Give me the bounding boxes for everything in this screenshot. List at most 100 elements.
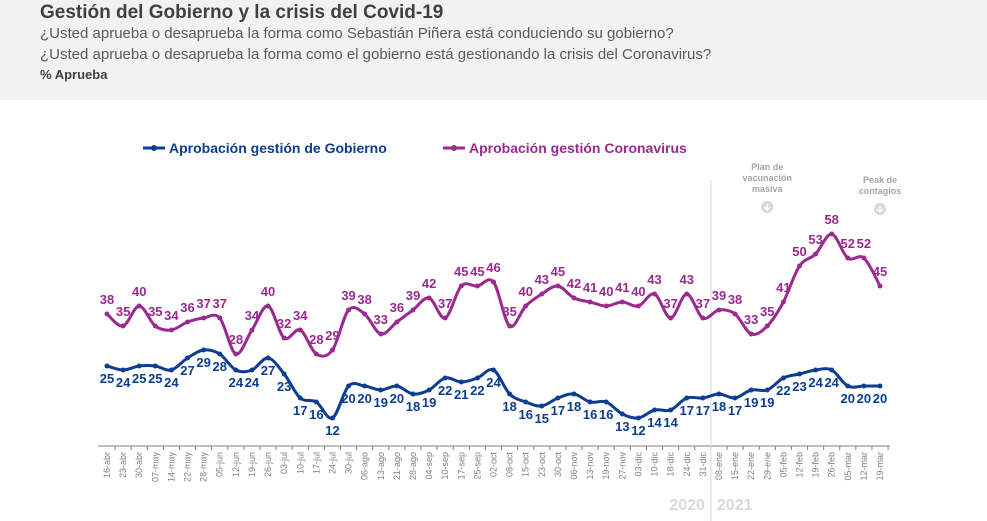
data-point xyxy=(281,335,287,341)
data-point xyxy=(652,407,658,413)
data-label: 45 xyxy=(454,264,468,279)
data-point xyxy=(877,383,883,389)
data-point xyxy=(813,367,819,373)
data-point xyxy=(217,315,223,321)
data-point xyxy=(619,299,625,305)
data-point xyxy=(201,347,207,353)
data-point xyxy=(346,383,352,389)
data-label: 41 xyxy=(583,280,597,295)
data-label: 14 xyxy=(647,415,662,430)
data-label: 18 xyxy=(567,399,581,414)
data-label: 24 xyxy=(808,375,823,390)
data-point xyxy=(394,319,400,325)
data-point xyxy=(845,255,851,261)
data-label: 12 xyxy=(325,423,339,438)
data-label: 40 xyxy=(261,284,275,299)
arrow-down-glyph xyxy=(763,204,771,212)
data-label: 39 xyxy=(341,288,355,303)
data-label: 41 xyxy=(615,280,629,295)
data-label: 40 xyxy=(518,284,532,299)
data-label: 37 xyxy=(438,296,452,311)
data-point xyxy=(507,391,513,397)
x-tick-label: 03-jul xyxy=(279,452,289,474)
data-label: 46 xyxy=(486,260,500,275)
x-tick-label: 19-feb xyxy=(811,452,821,478)
x-tick-label: 28-may xyxy=(199,452,209,483)
x-tick-label: 07-may xyxy=(150,452,160,483)
data-point xyxy=(829,231,835,237)
data-label: 24 xyxy=(164,375,179,390)
data-point xyxy=(297,327,303,333)
x-tick-label: 08-oct xyxy=(505,452,515,478)
chart-title: Gestión del Gobierno y la crisis del Cov… xyxy=(40,2,444,23)
data-point xyxy=(748,387,754,393)
data-label: 45 xyxy=(470,264,484,279)
x-tick-label: 28-ago xyxy=(408,452,418,480)
data-point xyxy=(458,379,464,385)
data-label: 19 xyxy=(744,395,758,410)
data-point xyxy=(587,399,593,405)
data-point xyxy=(732,311,738,317)
data-point xyxy=(764,387,770,393)
data-label: 21 xyxy=(454,387,468,402)
data-label: 17 xyxy=(293,403,307,418)
x-tick-label: 24-jul xyxy=(327,452,337,474)
data-label: 38 xyxy=(728,292,742,307)
x-tick-label: 17-sep xyxy=(456,452,466,480)
data-label: 20 xyxy=(390,391,404,406)
data-point xyxy=(136,363,142,369)
x-tick-label: 15-ene xyxy=(730,452,740,480)
data-label: 27 xyxy=(261,363,275,378)
x-tick-label: 05-jun xyxy=(215,452,225,477)
data-point xyxy=(474,283,480,289)
data-point xyxy=(104,311,110,317)
x-tick-label: 22-ene xyxy=(746,452,756,480)
x-tick-label: 13-ago xyxy=(376,452,386,480)
data-label: 58 xyxy=(824,212,838,227)
data-label: 33 xyxy=(374,312,388,327)
data-label: 13 xyxy=(615,419,629,434)
x-tick-label: 19-jun xyxy=(247,452,257,477)
data-label: 24 xyxy=(824,375,839,390)
data-point xyxy=(217,351,223,357)
data-label: 43 xyxy=(680,272,694,287)
data-label: 25 xyxy=(132,371,146,386)
data-label: 29 xyxy=(325,328,339,343)
data-label: 35 xyxy=(502,304,516,319)
arrow-down-glyph xyxy=(876,206,884,214)
data-point xyxy=(845,383,851,389)
x-tick-label: 02-oct xyxy=(489,452,499,478)
data-point xyxy=(136,303,142,309)
annotation-text: Peak de contagios xyxy=(859,175,902,196)
x-tick-label: 30-oct xyxy=(553,452,563,478)
data-label: 24 xyxy=(229,375,244,390)
data-point xyxy=(458,283,464,289)
data-point xyxy=(780,375,786,381)
data-point xyxy=(120,323,126,329)
data-label: 16 xyxy=(518,407,532,422)
data-label: 53 xyxy=(808,232,822,247)
data-label: 22 xyxy=(438,383,452,398)
x-tick-label: 10-dic xyxy=(650,452,660,477)
data-point xyxy=(281,371,287,377)
unit-label: % Aprueba xyxy=(40,67,108,82)
data-label: 22 xyxy=(470,383,484,398)
data-label: 40 xyxy=(631,284,645,299)
data-point xyxy=(700,315,706,321)
data-label: 18 xyxy=(712,399,726,414)
x-tick-label: 27-nov xyxy=(617,452,627,480)
legend-marker xyxy=(451,145,457,151)
x-tick-label: 23-abr xyxy=(118,452,128,478)
data-label: 25 xyxy=(148,371,162,386)
data-point xyxy=(362,383,368,389)
x-tick-label: 10-jul xyxy=(295,452,305,474)
data-point xyxy=(684,395,690,401)
data-point xyxy=(668,315,674,321)
data-label: 28 xyxy=(309,332,323,347)
data-point xyxy=(329,347,335,353)
x-tick-label: 24-dic xyxy=(682,452,692,477)
data-point xyxy=(523,303,529,309)
data-label: 45 xyxy=(551,264,565,279)
data-point xyxy=(313,399,319,405)
